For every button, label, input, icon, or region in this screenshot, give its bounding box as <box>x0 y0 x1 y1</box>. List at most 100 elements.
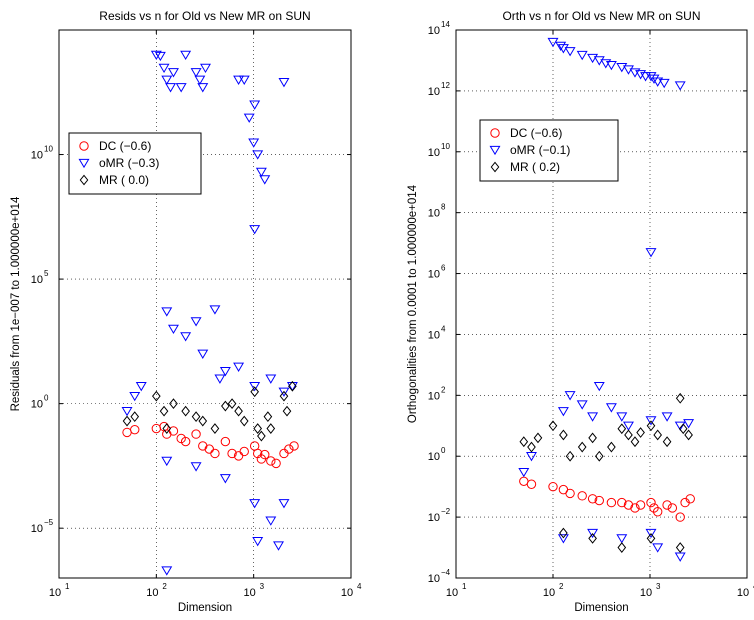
series <box>518 37 695 562</box>
data-point <box>161 307 173 317</box>
data-point <box>250 386 259 398</box>
data-point <box>152 390 161 402</box>
data-point <box>161 456 173 467</box>
x-tick-label: 10 <box>49 587 61 599</box>
data-point <box>635 70 647 80</box>
data-point <box>576 50 588 61</box>
data-point <box>555 41 567 52</box>
legend-label: DC (−0.6) <box>510 126 562 140</box>
data-point <box>180 332 192 342</box>
data-point <box>271 458 281 469</box>
y-tick-exponent: 6 <box>441 264 446 273</box>
legend-box <box>68 132 202 195</box>
data-point <box>588 432 597 444</box>
data-point <box>158 63 170 74</box>
data-point <box>165 83 177 93</box>
data-point <box>249 100 261 110</box>
data-point <box>594 495 604 506</box>
data-point <box>161 566 173 576</box>
data-point <box>220 436 231 447</box>
data-point <box>617 497 627 508</box>
y-tick-label: 10 <box>428 451 440 463</box>
y-tick-label: 10 <box>31 523 43 535</box>
data-point <box>248 138 260 148</box>
data-point <box>234 405 243 417</box>
legend: DC (−0.6) oMR (−0.3) MR ( 0.0) <box>68 132 202 195</box>
data-point <box>526 452 537 462</box>
data-point <box>519 436 529 448</box>
data-point <box>249 499 261 509</box>
x-axis-label: Dimension <box>178 602 232 614</box>
data-point <box>661 412 673 422</box>
x-tick-label: 10 <box>244 587 256 599</box>
data-point <box>197 349 209 359</box>
data-point <box>607 441 616 453</box>
data-point <box>249 382 261 392</box>
plot-area <box>455 29 748 579</box>
data-point <box>559 429 568 441</box>
data-point <box>243 113 255 123</box>
chart-title: Resids vs n for Old vs New MR on SUN <box>99 9 310 23</box>
data-point <box>154 51 166 62</box>
data-point <box>238 75 250 85</box>
data-point <box>278 387 290 397</box>
data-point <box>652 507 663 517</box>
x-tick-exponent: 1 <box>462 582 467 591</box>
legend: DC (−0.6) oMR (−0.1) MR ( 0.2) <box>479 119 619 182</box>
data-point <box>252 537 264 547</box>
legend-marker <box>79 141 89 151</box>
data-point <box>259 175 271 185</box>
data-point <box>636 427 645 438</box>
data-point <box>227 398 237 410</box>
legend-label: MR ( 0.0) <box>99 173 149 187</box>
data-point <box>646 532 656 544</box>
data-point <box>645 416 657 426</box>
y-axis-label: Residuals from 1e−007 to 1.000000e+014 <box>10 196 22 411</box>
data-point <box>565 488 575 499</box>
data-point <box>214 374 226 384</box>
data-point <box>606 497 617 508</box>
data-point <box>121 406 133 417</box>
data-point <box>593 381 605 392</box>
data-point <box>653 429 663 441</box>
series <box>121 50 298 576</box>
data-point <box>547 37 559 48</box>
legend-marker <box>490 161 500 173</box>
data-point <box>565 450 575 462</box>
data-point <box>266 423 276 434</box>
y-tick-label: 10 <box>31 150 43 162</box>
y-tick-exponent: 0 <box>44 394 49 403</box>
legend-label: MR ( 0.2) <box>510 160 560 174</box>
data-point <box>265 516 277 526</box>
x-axis-label: Dimension <box>574 602 628 614</box>
series <box>122 421 299 469</box>
data-point <box>286 382 298 392</box>
data-point <box>180 436 191 447</box>
data-point <box>219 367 231 377</box>
data-point <box>630 503 640 513</box>
x-tick-exponent: 2 <box>559 582 564 591</box>
x-tick-exponent: 1 <box>65 582 70 591</box>
y-tick-label: 10 <box>428 86 440 98</box>
data-point <box>526 479 537 489</box>
data-point <box>221 400 230 412</box>
y-axis-label: Orthogonalities from 0.0001 to 1.000000e… <box>407 184 419 423</box>
data-point <box>652 77 664 87</box>
legend-box <box>479 119 619 182</box>
y-tick-label: 10 <box>31 274 43 286</box>
data-point <box>209 305 221 315</box>
data-point <box>577 441 587 453</box>
data-point <box>210 448 220 459</box>
data-point <box>168 426 179 436</box>
data-point <box>233 362 245 372</box>
data-point <box>678 423 688 435</box>
data-point <box>675 542 685 553</box>
data-point <box>282 405 292 417</box>
data-point <box>635 500 646 510</box>
data-point <box>191 411 201 423</box>
data-point <box>674 421 686 431</box>
data-point <box>255 167 267 178</box>
chart-title: Orth vs n for Old vs New MR on SUN <box>502 9 700 23</box>
data-point <box>175 83 187 93</box>
data-point <box>648 74 660 84</box>
